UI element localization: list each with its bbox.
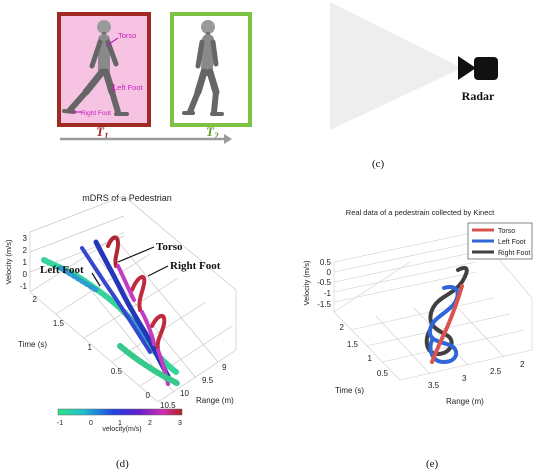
radar-beam — [330, 2, 462, 130]
frame1-border — [57, 12, 151, 127]
mdrs-traces — [41, 235, 181, 387]
svg-text:1: 1 — [368, 354, 373, 363]
trace-right-foot-loop-3 — [150, 314, 167, 352]
svg-text:3: 3 — [462, 374, 467, 383]
panel-d-label: (d) — [116, 458, 129, 470]
panel-d-right-foot-label: Right Foot — [170, 260, 221, 272]
svg-text:-1: -1 — [20, 282, 28, 291]
annotation-left-foot: Left Foot — [113, 83, 144, 92]
svg-text:1: 1 — [118, 420, 122, 427]
panel-e-label: (e) — [426, 458, 439, 470]
panel-d-range-ticks: 10.5 10 9.5 9 — [160, 363, 227, 410]
svg-text:0: 0 — [89, 420, 93, 427]
panel-e-velocity-axis-label: Velocity (m/s) — [302, 260, 311, 306]
svg-text:3: 3 — [178, 420, 182, 427]
torso-pointer — [117, 246, 155, 263]
annotation-torso: Torso — [118, 31, 136, 40]
svg-text:1.5: 1.5 — [53, 319, 65, 328]
svg-text:2.5: 2.5 — [490, 367, 502, 376]
time-arrow — [60, 134, 232, 144]
svg-text:10: 10 — [180, 389, 189, 398]
trace-torso-2 — [80, 246, 152, 354]
colorbar-ticks: -1 0 1 2 3 — [57, 420, 182, 427]
trace-green-lower — [117, 343, 181, 387]
annotation-right-foot: Right Foot — [81, 110, 111, 117]
svg-text:3: 3 — [23, 234, 28, 243]
panel-e: Real data of a pedestrain collected by K… — [302, 208, 533, 470]
svg-text:-1: -1 — [57, 420, 63, 427]
frame1-label: T1 — [96, 124, 108, 141]
panel-e-axes-grid — [333, 231, 533, 381]
svg-text:9: 9 — [222, 363, 227, 372]
pedestrian-figure-1 — [62, 20, 129, 116]
panel-c: Radar Torso Left Foot Right Foo — [57, 2, 498, 170]
svg-text:1.5: 1.5 — [347, 340, 359, 349]
svg-text:2: 2 — [340, 323, 345, 332]
panel-d-velocity-ticks: 3 2 1 0 -1 — [20, 234, 28, 291]
svg-text:2: 2 — [520, 360, 525, 369]
panel-d-time-axis-label: Time (s) — [18, 340, 47, 349]
panel-d-range-axis-label: Range (m) — [196, 396, 234, 405]
svg-text:0: 0 — [146, 391, 151, 400]
panel-e-title: Real data of a pedestrain collected by K… — [346, 208, 495, 217]
radar-icon — [458, 56, 498, 80]
pedestrian-figure-2 — [182, 20, 224, 116]
colorbar-label: velocity(m/s) — [102, 426, 141, 433]
panel-d-velocity-axis-label: Velocity (m/s) — [4, 239, 13, 285]
panel-c-label: (c) — [372, 158, 385, 170]
svg-text:0.5: 0.5 — [320, 258, 332, 267]
svg-text:1: 1 — [23, 258, 28, 267]
svg-text:1: 1 — [88, 343, 93, 352]
legend-label-right-foot: Right Foot — [498, 250, 530, 257]
frame2-label: T2 — [206, 124, 219, 141]
panel-e-legend: Torso Left Foot Right Foot — [467, 222, 533, 260]
panel-d: mDRS of a Pedestrian — [4, 193, 237, 470]
annotation-lines — [72, 37, 119, 113]
panel-d-left-foot-label: Left Foot — [40, 264, 84, 276]
trace-right-foot-loop-2 — [130, 274, 147, 312]
frame2-border — [170, 12, 252, 127]
svg-text:0: 0 — [327, 268, 332, 277]
panel-e-traces — [424, 265, 469, 364]
svg-text:-1.5: -1.5 — [317, 300, 331, 309]
svg-text:2: 2 — [23, 246, 28, 255]
legend-label-left-foot: Left Foot — [498, 239, 526, 246]
svg-text:10.5: 10.5 — [160, 401, 176, 410]
legend-label-torso: Torso — [498, 228, 515, 235]
svg-text:2: 2 — [33, 295, 38, 304]
svg-text:3.5: 3.5 — [428, 381, 440, 390]
panel-e-time-ticks: 2 1.5 1 0.5 — [340, 323, 389, 378]
panel-e-range-ticks: 3.5 3 2.5 2 — [428, 360, 525, 390]
svg-text:-1: -1 — [324, 289, 332, 298]
panel-e-time-axis-label: Time (s) — [335, 386, 364, 395]
trace-torso — [93, 239, 171, 379]
svg-text:9.5: 9.5 — [202, 376, 214, 385]
panel-e-velocity-ticks: 0.5 0 -0.5 -1 -1.5 — [317, 258, 331, 309]
panel-d-torso-label: Torso — [156, 241, 183, 253]
svg-text:2: 2 — [148, 420, 152, 427]
radar-label: Radar — [462, 89, 495, 103]
svg-text:-0.5: -0.5 — [317, 278, 331, 287]
panel-d-time-ticks: 2 1.5 1 0.5 0 — [33, 295, 151, 400]
trace-e-torso — [430, 284, 464, 364]
panel-d-title: mDRS of a Pedestrian — [82, 193, 172, 203]
velocity-colorbar — [57, 408, 183, 416]
right-foot-pointer — [147, 265, 169, 277]
svg-text:0.5: 0.5 — [377, 369, 389, 378]
svg-text:0: 0 — [23, 270, 28, 279]
svg-text:0.5: 0.5 — [111, 367, 123, 376]
panel-e-range-axis-label: Range (m) — [446, 397, 484, 406]
trace-right-foot-loop-1 — [106, 235, 120, 268]
left-foot-pointer — [91, 272, 101, 287]
